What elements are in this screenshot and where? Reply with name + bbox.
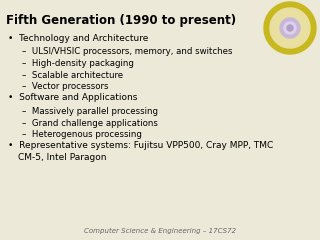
Text: Computer Science & Engineering – 17CS72: Computer Science & Engineering – 17CS72: [84, 228, 236, 234]
Text: –  Massively parallel processing: – Massively parallel processing: [22, 107, 158, 116]
Polygon shape: [287, 25, 293, 31]
Text: –  Vector processors: – Vector processors: [22, 82, 108, 91]
Polygon shape: [270, 8, 310, 48]
Text: •  Technology and Architecture: • Technology and Architecture: [8, 34, 148, 43]
Text: Fifth Generation (1990 to present): Fifth Generation (1990 to present): [6, 14, 236, 27]
Polygon shape: [284, 22, 296, 34]
Polygon shape: [264, 2, 316, 54]
Text: •  Software and Applications: • Software and Applications: [8, 94, 137, 102]
Text: –  Scalable architecture: – Scalable architecture: [22, 71, 123, 79]
Text: –  Grand challenge applications: – Grand challenge applications: [22, 119, 158, 127]
Text: CM-5, Intel Paragon: CM-5, Intel Paragon: [18, 153, 107, 162]
Polygon shape: [280, 18, 300, 38]
Text: –  High-density packaging: – High-density packaging: [22, 59, 134, 68]
Text: –  Heterogenous processing: – Heterogenous processing: [22, 130, 142, 139]
Text: •  Representative systems: Fujitsu VPP500, Cray MPP, TMC: • Representative systems: Fujitsu VPP500…: [8, 142, 273, 150]
Text: –  ULSI/VHSIC processors, memory, and switches: – ULSI/VHSIC processors, memory, and swi…: [22, 48, 233, 56]
